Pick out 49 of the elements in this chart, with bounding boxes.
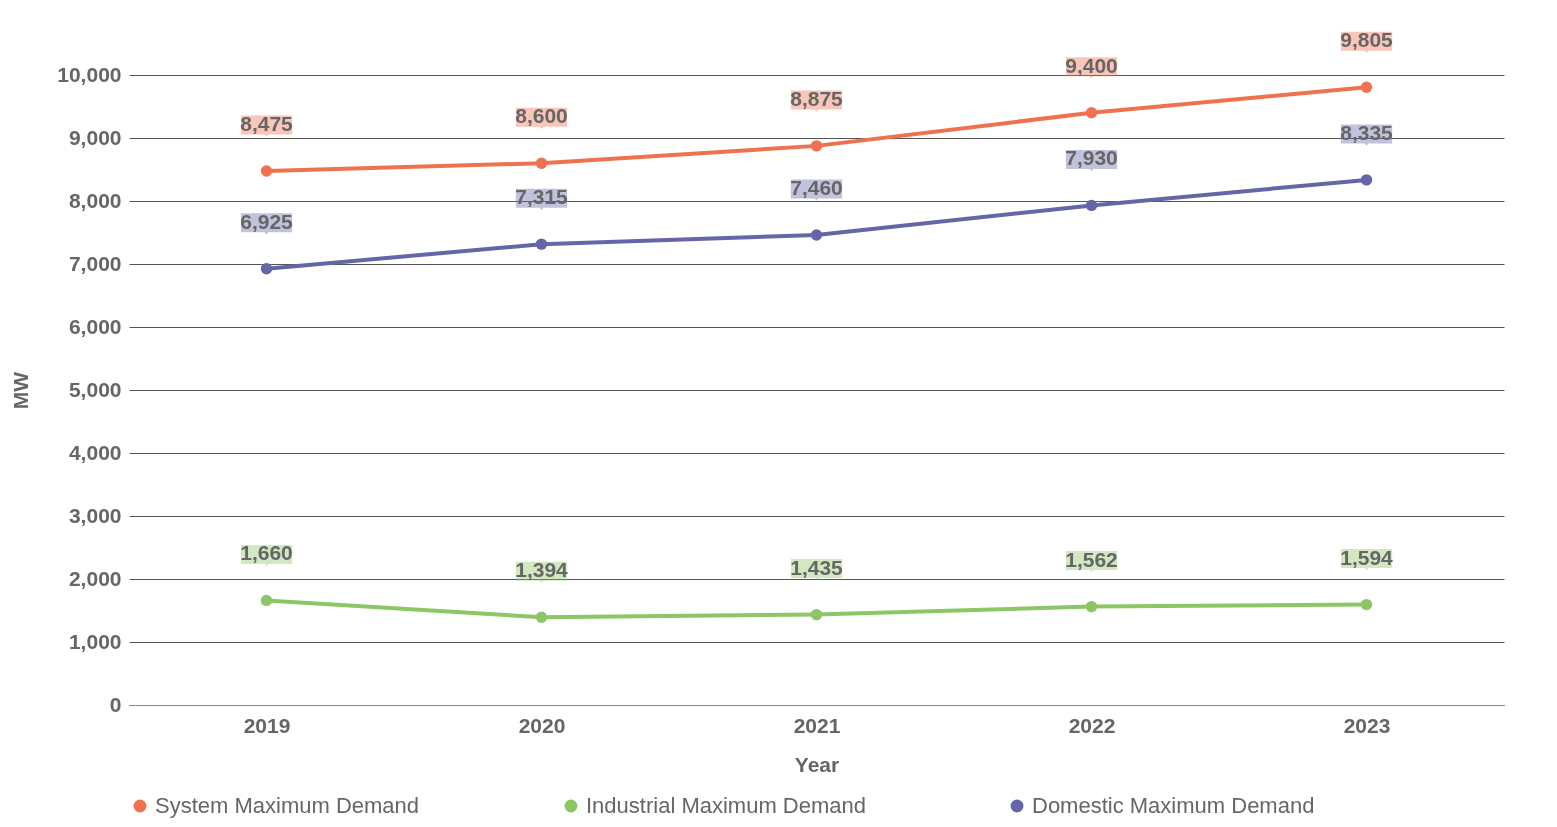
x-tick-label: 2020 — [518, 713, 566, 737]
point — [1085, 600, 1098, 613]
data-label: 7,930 — [1065, 146, 1118, 170]
y-tick-label: 0 — [109, 692, 122, 716]
point — [1360, 598, 1373, 611]
legend-label: Domestic Maximum Demand — [1032, 793, 1315, 818]
data-label: 7,460 — [790, 176, 843, 200]
x-tick-label: 2021 — [793, 713, 841, 737]
point — [810, 140, 823, 152]
point — [535, 157, 548, 169]
data-label: 1,594 — [1340, 545, 1394, 569]
data-label: 8,875 — [790, 86, 844, 110]
y-axis-title: MW — [9, 371, 33, 410]
x-tick-label: 2022 — [1068, 713, 1116, 737]
y-tick-label: 6,000 — [68, 314, 122, 338]
y-tick-label: 8,000 — [68, 188, 122, 212]
data-label: 1,394 — [515, 558, 569, 582]
data-label: 1,435 — [790, 555, 844, 579]
y-tick-label: 10,000 — [57, 62, 122, 86]
x-tick-label: 2023 — [1343, 713, 1391, 737]
data-label: 6,925 — [240, 209, 294, 233]
data-label: 8,475 — [240, 112, 294, 136]
y-tick-label: 1,000 — [68, 629, 122, 653]
point — [1360, 81, 1373, 93]
y-tick-label: 2,000 — [68, 566, 122, 590]
point — [1360, 174, 1373, 186]
y-tick-label: 7,000 — [68, 251, 122, 275]
data-label: 1,562 — [1065, 547, 1118, 571]
legend-label: System Maximum Demand — [155, 793, 420, 818]
y-tick-label: 4,000 — [68, 440, 122, 464]
x-tick-label: 2019 — [243, 713, 291, 737]
x-axis-title: Year — [794, 752, 840, 776]
point — [260, 594, 273, 607]
point — [1085, 199, 1098, 212]
data-label: 9,805 — [1340, 28, 1394, 52]
point — [1085, 107, 1098, 119]
data-label: 1,660 — [240, 541, 293, 565]
point — [535, 238, 548, 250]
data-label: 9,400 — [1065, 53, 1118, 77]
data-label: 8,600 — [515, 104, 568, 128]
point — [810, 608, 823, 621]
point — [260, 263, 273, 275]
y-tick-label: 9,000 — [68, 125, 122, 149]
y-tick-label: 3,000 — [68, 503, 122, 527]
point — [260, 165, 273, 177]
point — [810, 229, 823, 241]
y-tick-label: 5,000 — [68, 377, 122, 401]
legend-label: Industrial Maximum Demand — [586, 793, 866, 818]
point — [535, 611, 548, 623]
